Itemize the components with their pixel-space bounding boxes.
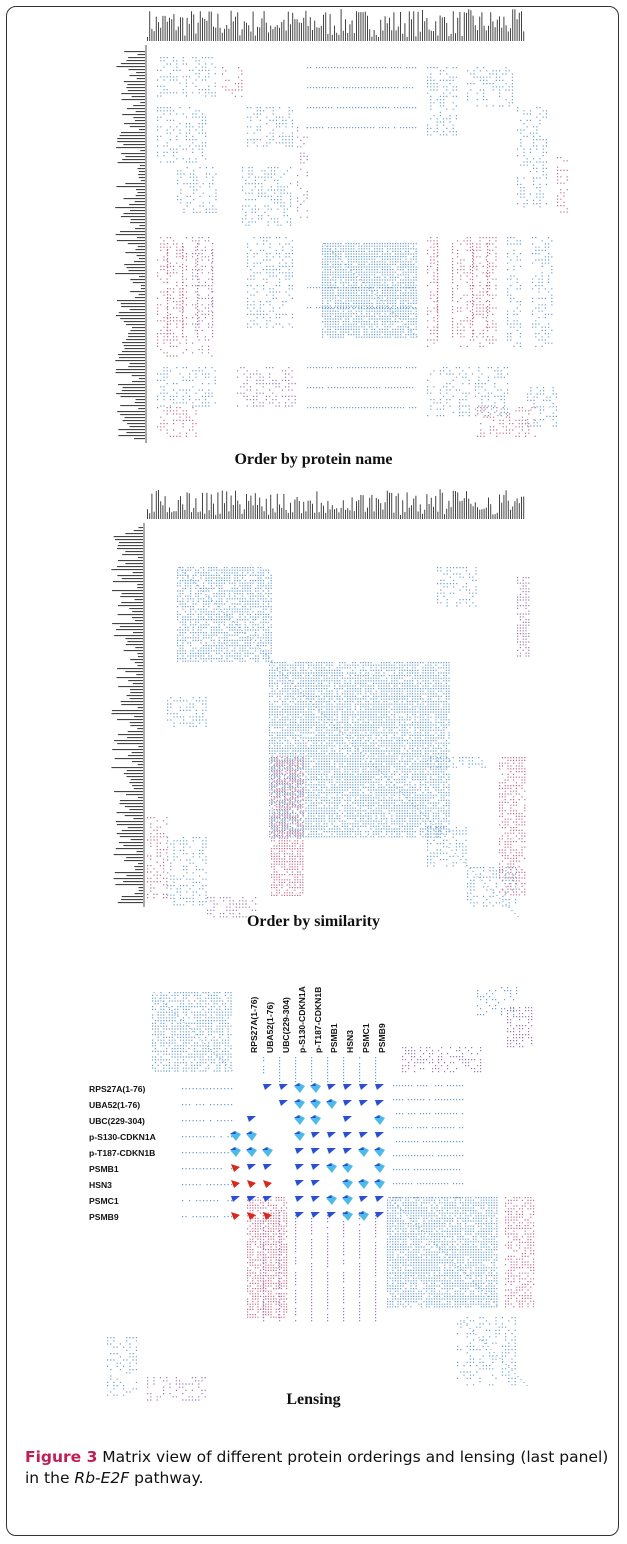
lens-cell-flag xyxy=(279,1084,288,1090)
lens-cell-flag xyxy=(295,1148,304,1154)
lens-column-label: p-T187-CDKN1B xyxy=(313,987,323,1053)
lens-row-label: UBC(229-304) xyxy=(89,1116,145,1126)
lens-cell-flag xyxy=(279,1100,288,1106)
lens-cell-flag xyxy=(375,1100,384,1106)
lens-column-label: PSMC1 xyxy=(361,1023,371,1053)
lens-column-label: PSMB1 xyxy=(329,1023,339,1053)
lens-cell-flag xyxy=(311,1212,320,1218)
lens-cell-flag xyxy=(263,1164,272,1170)
lens-cell-flag xyxy=(375,1084,384,1090)
lens-cell-flag xyxy=(343,1116,352,1122)
panel-order-by-similarity: Order by similarity xyxy=(7,487,620,967)
lens-cell-flag xyxy=(231,1196,240,1202)
lens-row-label: HSN3 xyxy=(89,1180,112,1190)
lens-column-label: PSMB9 xyxy=(377,1023,387,1053)
lens-row-label: PSMC1 xyxy=(89,1196,119,1206)
lens-cell-flag xyxy=(375,1132,384,1138)
lens-cell-flag xyxy=(311,1148,320,1154)
lens-cell-flag xyxy=(359,1084,368,1090)
lens-cell-flag xyxy=(359,1132,368,1138)
lens-cell-flag xyxy=(263,1196,272,1202)
lens-cell-flag xyxy=(327,1148,336,1154)
caption-pathway: Rb-E2F xyxy=(74,1469,130,1487)
lens-column-label: HSN3 xyxy=(345,1030,355,1053)
lens-cell-flag xyxy=(247,1196,256,1202)
figure-caption: Figure 3 Matrix view of different protei… xyxy=(25,1447,615,1489)
lens-cell-flag xyxy=(343,1132,352,1138)
lens-column-label: RPS27A(1-76) xyxy=(249,997,259,1053)
lens-cell-flag xyxy=(295,1196,304,1202)
lens-cell-flag xyxy=(311,1164,320,1170)
lens-row-label: UBA52(1-76) xyxy=(89,1100,140,1110)
figure-frame: Order by protein name Order by similarit… xyxy=(6,6,619,1536)
lens-cell-red-flag xyxy=(231,1164,240,1172)
lens-row-label: p-T187-CDKN1B xyxy=(89,1148,155,1158)
panel-order-by-name: Order by protein name xyxy=(7,7,620,487)
lens-column-label: UBA52(1-76) xyxy=(265,1002,275,1053)
lens-row-label: PSMB9 xyxy=(89,1212,119,1222)
lens-cell-flag xyxy=(327,1212,336,1218)
lens-cell-flag xyxy=(311,1180,320,1186)
lens-cell-red-flag xyxy=(263,1180,272,1188)
panel-title-lensing: Lensing xyxy=(286,1391,341,1408)
matrix-order-by-name xyxy=(115,9,568,443)
figure-number: Figure 3 xyxy=(25,1448,98,1466)
panel-title-order-by-similarity: Order by similarity xyxy=(246,913,381,930)
panel-lensing: RPS27A(1-76) UBA52(1-76) UBC(229-304) p-S13… xyxy=(7,967,620,1442)
lens-cell-flag xyxy=(375,1212,384,1218)
lens-cell-flag xyxy=(343,1084,352,1090)
lens-cell-flag xyxy=(343,1100,352,1106)
lens-column-label: p-S130-CDKN1A xyxy=(297,986,307,1053)
lens-cell-red-flag xyxy=(247,1180,256,1188)
lens-cell-flag xyxy=(327,1084,336,1090)
lens-row-label: RPS27A(1-76) xyxy=(89,1084,145,1094)
lens-cell-red-flag xyxy=(231,1212,240,1220)
matrix-order-by-similarity xyxy=(111,489,530,918)
lens-column-label: UBC(229-304) xyxy=(281,997,291,1053)
lens-cell-flag xyxy=(359,1196,368,1202)
lens-cell-flag xyxy=(311,1196,320,1202)
lens-cell-flag xyxy=(263,1084,272,1090)
lens-cell-flag xyxy=(327,1132,336,1138)
lens-cell-flag xyxy=(295,1180,304,1186)
lens-cell-flag xyxy=(311,1132,320,1138)
lens-cell-flag xyxy=(359,1100,368,1106)
lens-cell-flag xyxy=(295,1164,304,1170)
lens-cell-red-flag xyxy=(263,1212,272,1220)
lens-row-label: p-S130-CDKN1A xyxy=(89,1132,156,1142)
caption-text-end: pathway. xyxy=(129,1469,204,1487)
lens-cell-flag xyxy=(295,1212,304,1218)
matrix-lensing: RPS27A(1-76) UBA52(1-76) UBC(229-304) p-S13… xyxy=(89,986,535,1401)
panel-title-order-by-name: Order by protein name xyxy=(234,451,393,468)
lens-row-label: PSMB1 xyxy=(89,1164,119,1174)
lens-cell-red-flag xyxy=(231,1180,240,1188)
lens-cell-flag xyxy=(247,1116,256,1122)
lens-cell-flag xyxy=(247,1164,256,1170)
lens-cell-flag xyxy=(375,1196,384,1202)
lens-cell-red-flag xyxy=(247,1212,256,1220)
caption-text: Matrix view of different protein orderin… xyxy=(25,1448,609,1487)
lens-cell-flag xyxy=(343,1148,352,1154)
